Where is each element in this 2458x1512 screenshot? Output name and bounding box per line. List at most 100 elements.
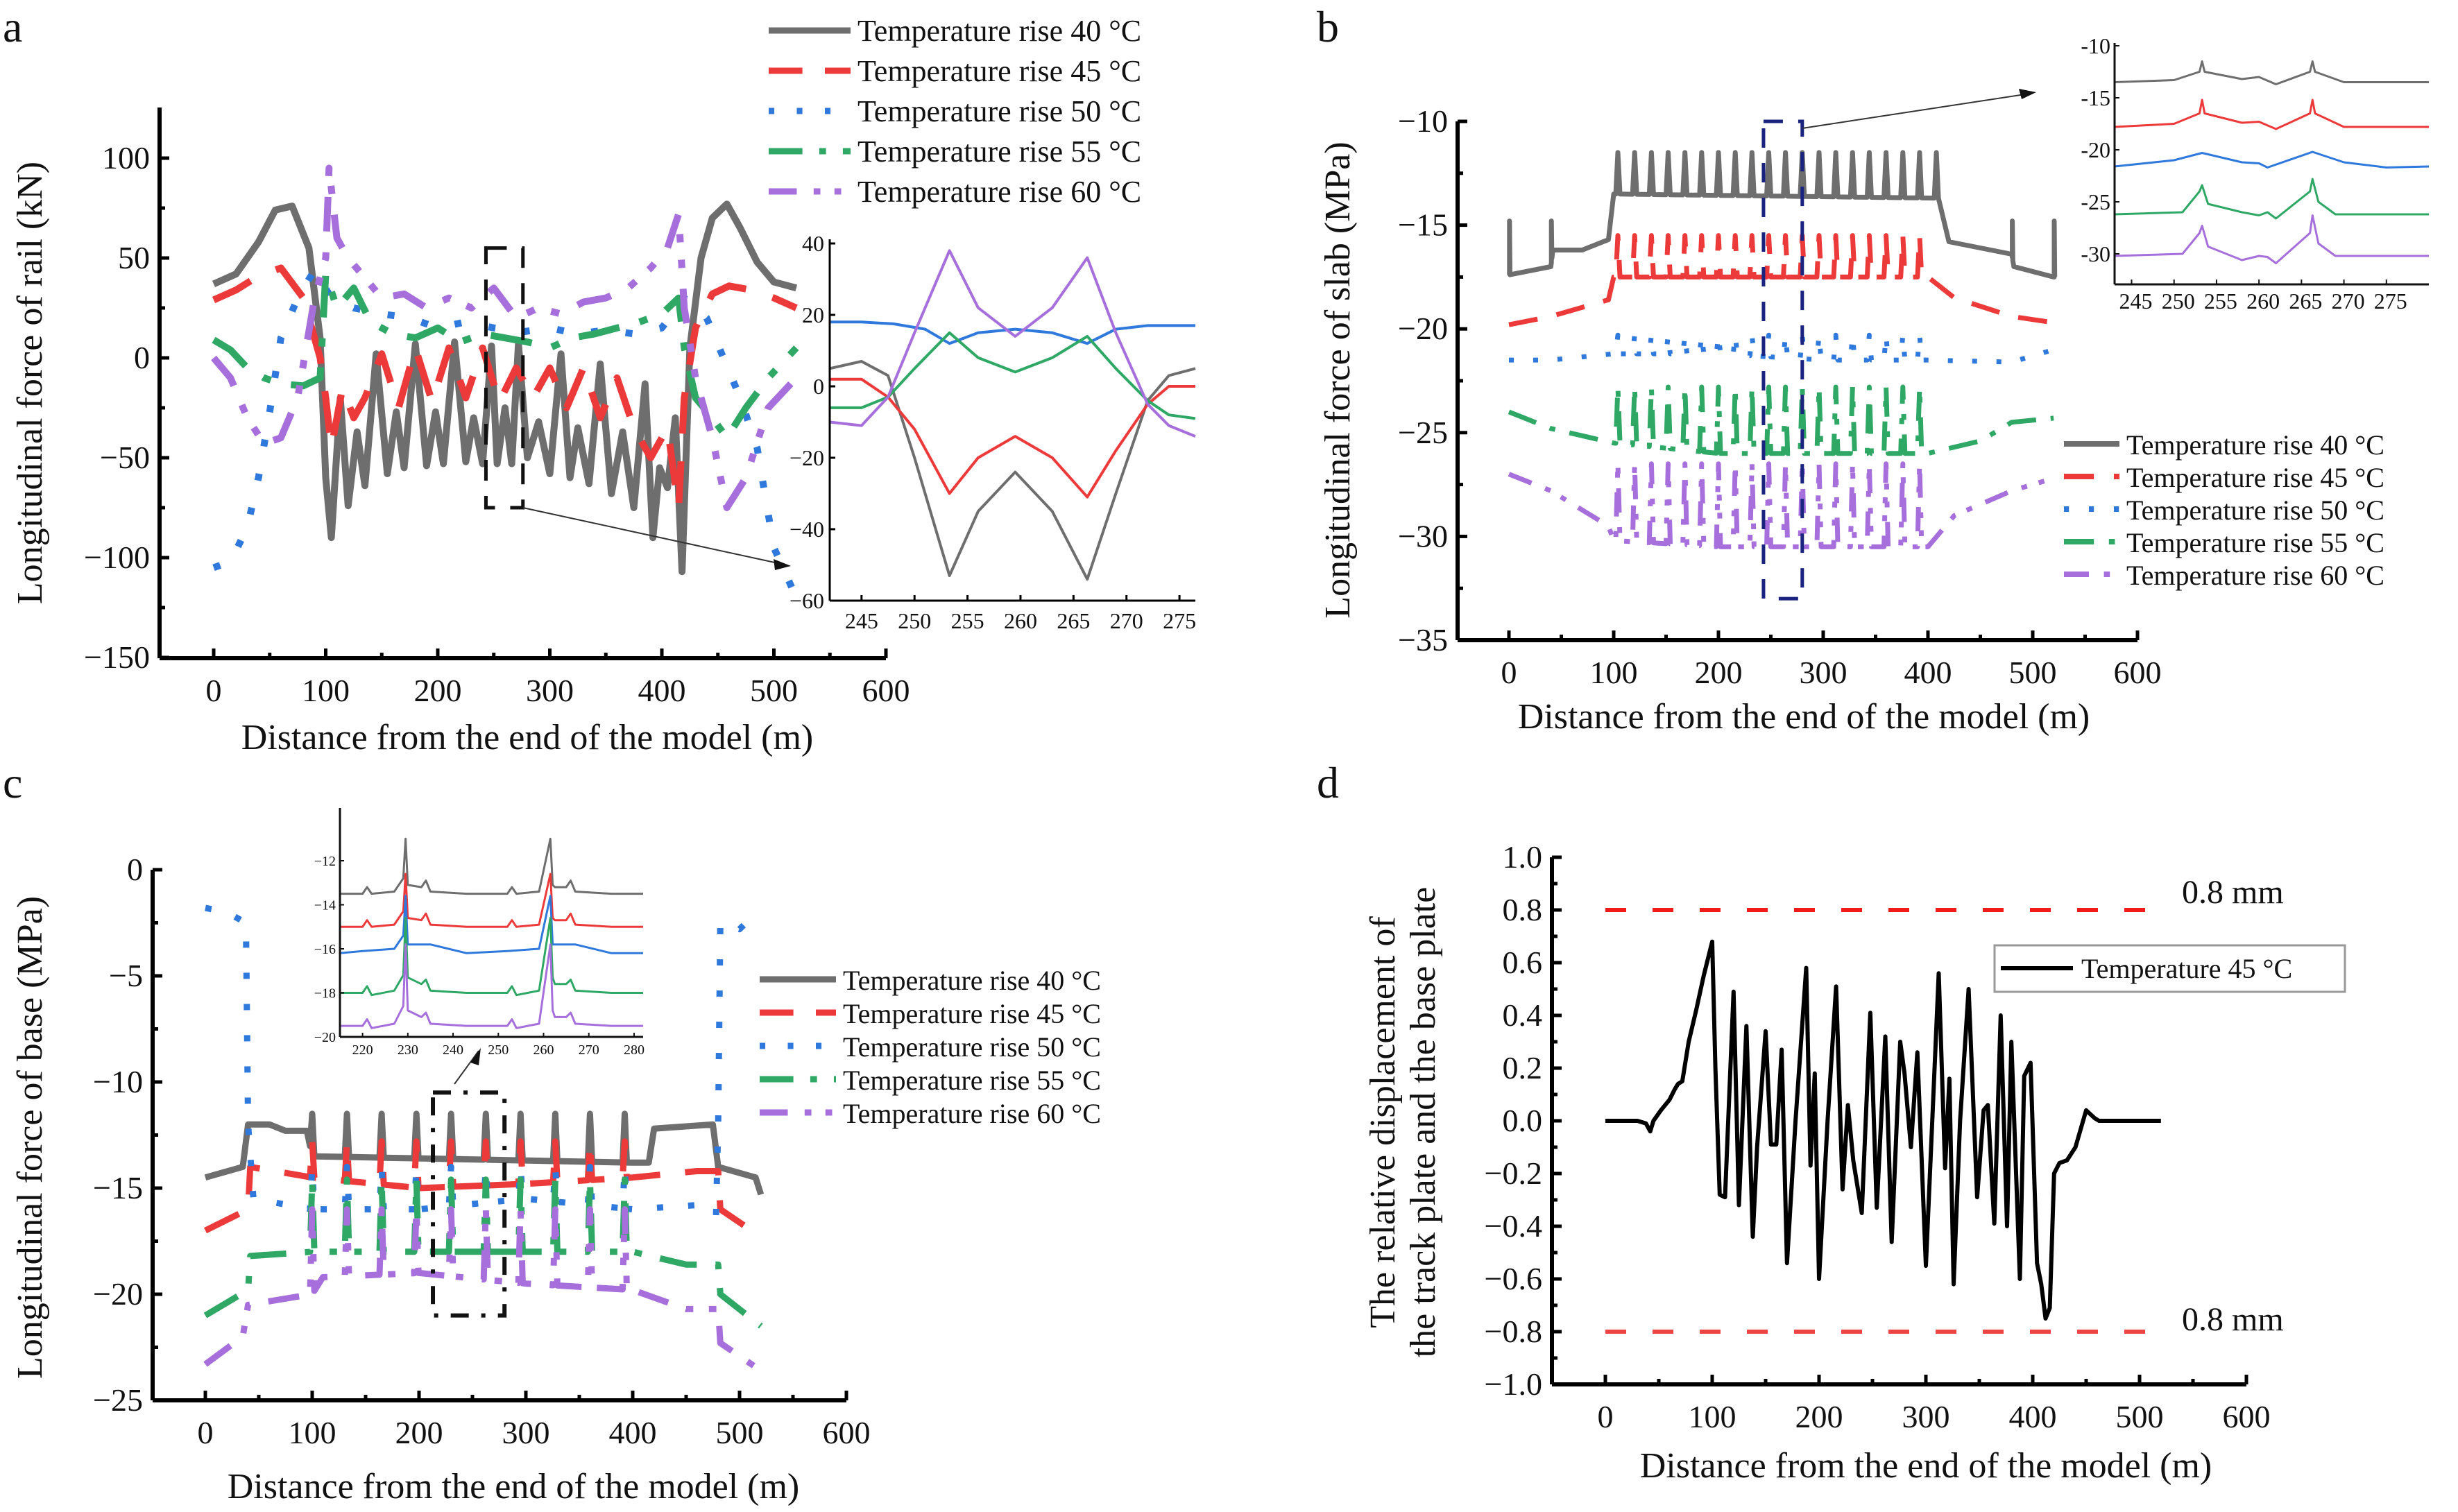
panel-a-y-tick-label: −150: [84, 639, 150, 675]
panel-b-inset-x-tick-label: 265: [2289, 289, 2322, 313]
panel-a-inset-x-tick-label: 260: [1004, 608, 1037, 633]
panel-b-legend-label: Temperature rise 40 °C: [2126, 429, 2384, 461]
panel-c-legend-label: Temperature rise 40 °C: [843, 965, 1101, 996]
panel-d-x-tick-label: 600: [2223, 1399, 2271, 1434]
panel-c-xlabel: Distance from the end of the model (m): [228, 1467, 800, 1506]
panel-c-axes: 0 100 200 300 400 500 600 −25 −20 −15 −10 −5 0: [93, 852, 870, 1450]
panel-d-y-tick-label: 0.8: [1503, 892, 1543, 927]
panel-a-x-tick-label: 500: [750, 673, 798, 708]
panel-b-y-tick-label: −20: [1398, 311, 1448, 346]
panel-a-series-line-t50: [212, 266, 800, 599]
panel-d-legend-label: Temperature 45 °C: [2081, 953, 2292, 984]
panel-c-inset-x-tick-label: 280: [624, 1042, 645, 1058]
panel-b-y-tick-label: −25: [1398, 415, 1448, 450]
panel-a-series-line-t45: [212, 264, 798, 511]
panel-a-y-tick-label: −50: [100, 440, 150, 475]
panel-c-inset-y-tick-label: −16: [314, 942, 336, 957]
panel-b-legend-label: Temperature rise 45 °C: [2126, 462, 2384, 493]
panel-a-series-line-t55: [212, 270, 799, 442]
panel-c-zoom-arrow: [454, 1050, 479, 1085]
panel-d-y-tick-label: −0.2: [1485, 1156, 1542, 1191]
panel-a-inset-x-tick-label: 265: [1057, 608, 1090, 633]
panel-a-legend-label: Temperature rise 50 °C: [857, 94, 1141, 128]
panel-d-x-tick-label: 200: [1795, 1399, 1843, 1434]
panel-c-legend-label: Temperature rise 50 °C: [843, 1031, 1101, 1063]
panel-a-xlabel: Distance from the end of the model (m): [241, 718, 814, 757]
panel-b-axes: 0 100 200 300 400 500 600 −35 −30 −25 −20 −15 −10: [1398, 103, 2161, 690]
panel-c-series-line-t60: [203, 1206, 763, 1373]
panel-a-zoom-arrow: [522, 507, 788, 566]
panel-c-x-tick-label: 500: [716, 1415, 764, 1450]
panel-d-ylabel-line-2: the track plate and the base plate: [1403, 887, 1443, 1358]
panel-a-x-tick-label: 600: [862, 673, 910, 708]
panel-d-limit-label-lower: 0.8 mm: [2182, 1301, 2284, 1338]
panel-d-x-tick-label: 500: [2116, 1399, 2164, 1434]
panel-b-inset-y-tick-label: -30: [2081, 241, 2110, 266]
panel-b-inset-line-t50: [2114, 151, 2430, 169]
panel-b-series-line-t60: [1508, 461, 2055, 549]
panel-a-legend: Temperature rise 40 °C Temperature rise 4…: [769, 14, 1141, 209]
panel-b-x-tick-label: 0: [1501, 655, 1517, 690]
panel-c-inset-x-tick-label: 270: [579, 1042, 599, 1058]
panel-c-x-tick-label: 600: [823, 1415, 871, 1450]
panel-d-y-tick-label: 0.4: [1503, 997, 1543, 1033]
panel-d-y-tick-label: 0.2: [1503, 1050, 1543, 1085]
panel-a-x-tick-label: 0: [206, 673, 222, 708]
panel-d-axes: 0 100 200 300 400 500 600 −1.0 −0.8 −0.6 −0.4 −0.2 0…: [1485, 839, 2271, 1434]
panel-c-x-tick-label: 400: [609, 1415, 657, 1450]
panel-a-inset-y-tick-label: −40: [790, 517, 824, 542]
panel-c-y-tick-label: −20: [93, 1276, 143, 1312]
panel-b-inset-x-tick-label: 270: [2332, 289, 2365, 313]
panel-letter-c: c: [3, 758, 22, 807]
panel-a-series: [211, 164, 800, 599]
panel-b-x-tick-label: 200: [1695, 655, 1743, 690]
panel-b-legend-label: Temperature rise 50 °C: [2126, 495, 2384, 526]
panel-d-series: 0.8 mm 0.8 mm: [1605, 874, 2284, 1338]
panel-a-legend-label: Temperature rise 60 °C: [857, 175, 1141, 209]
panel-b-zoom-box: [1761, 119, 1804, 601]
panel-c-base-force: 0 100 200 300 400 500 600 −25 −20 −15 −10 −5 0 Dista…: [10, 808, 1101, 1506]
panel-a-inset-y-tick-label: 40: [802, 231, 824, 256]
panel-d-y-tick-label: −0.4: [1485, 1208, 1542, 1244]
panel-a-zoom-box: [484, 246, 525, 510]
panel-c-inset-y-tick-label: −12: [314, 854, 336, 869]
panel-b-y-tick-label: −10: [1398, 103, 1448, 139]
panel-c-inset-line-t55: [340, 917, 643, 997]
panel-c-inset-x-tick-label: 230: [398, 1042, 418, 1058]
panel-d-legend: Temperature 45 °C: [1993, 944, 2346, 993]
panel-a-inset-y-tick-label: −20: [790, 445, 824, 470]
panel-a-inset: 245 250 255 260 265 270 275 −60 −40 −20 0 20 40: [790, 231, 1197, 633]
panel-letter-b: b: [1317, 2, 1339, 51]
panel-b-y-tick-label: −30: [1398, 518, 1448, 553]
panel-c-ylabel: Longitudinal force of base (MPa): [10, 896, 50, 1379]
panel-c-x-tick-label: 300: [502, 1415, 550, 1450]
panel-a-x-tick-label: 100: [302, 673, 350, 708]
panel-b-series-line-t40: [1507, 150, 2058, 280]
panel-b-y-tick-label: −35: [1398, 622, 1448, 658]
panel-a-inset-y-tick-label: 20: [802, 302, 824, 327]
panel-b-slab-force: 0 100 200 300 400 500 600 −35 −30 −25 −20 −15 −10 Di…: [1318, 33, 2430, 737]
panel-c-series-line-t45: [203, 1138, 763, 1240]
panel-a-x-tick-label: 200: [414, 673, 462, 708]
panel-b-series-line-t45: [1508, 233, 2054, 327]
panel-d-x-tick-label: 300: [1902, 1399, 1950, 1434]
panel-d-x-tick-label: 400: [2009, 1399, 2057, 1434]
panel-d-y-tick-label: −0.6: [1485, 1261, 1542, 1296]
panel-b-inset-x-tick-label: 250: [2162, 289, 2195, 313]
panel-b-x-tick-label: 500: [2009, 655, 2057, 690]
panel-c-legend-label: Temperature rise 55 °C: [843, 1065, 1101, 1096]
panel-c-y-tick-label: −25: [93, 1382, 143, 1418]
panel-b-inset-y-tick-label: -10: [2081, 33, 2110, 58]
panel-a-inset-y-tick-label: −60: [790, 588, 824, 613]
panel-a-zoom-arrow-head: [774, 559, 791, 570]
panel-c-legend-label: Temperature rise 45 °C: [843, 998, 1101, 1029]
panel-b-x-tick-label: 400: [1904, 655, 1952, 690]
panel-c-series: [203, 904, 765, 1373]
panel-a-legend-label: Temperature rise 40 °C: [857, 14, 1141, 48]
panel-a-legend-label: Temperature rise 55 °C: [857, 135, 1141, 169]
